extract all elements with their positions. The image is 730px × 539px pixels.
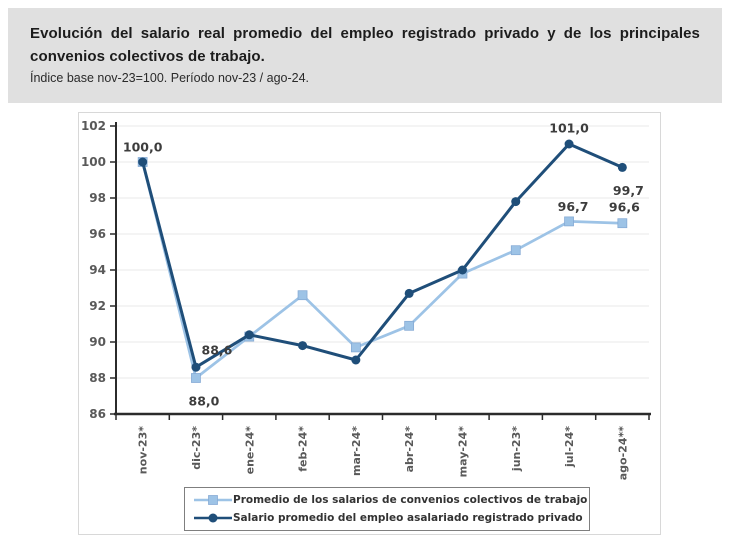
y-tick-label: 92	[89, 299, 106, 313]
legend-label: Salario promedio del empleo asalariado r…	[233, 512, 583, 524]
y-tick-label: 86	[89, 407, 106, 421]
page-title: Evolución del salario real promedio del …	[30, 25, 700, 65]
x-tick-label: nov-23*	[137, 426, 150, 474]
data-point-marker	[617, 162, 627, 172]
data-point-marker	[564, 139, 574, 149]
y-tick-label: 94	[89, 263, 106, 277]
data-label: 101,0	[549, 121, 589, 136]
line-chart: 86 88 90 92 94 96 98 100 102 nov-23* dic-23* ene-24…	[81, 119, 651, 480]
data-point-marker	[191, 362, 201, 372]
y-tick-label: 88	[89, 371, 106, 385]
data-point-marker	[350, 342, 361, 353]
y-tick-label: 102	[81, 119, 106, 133]
series-line-registrado-privado	[141, 142, 623, 369]
x-tick-label: ago-24**	[616, 426, 629, 480]
data-point-marker	[351, 355, 361, 365]
x-tick-label: jun-23*	[510, 426, 523, 472]
legend-label: Promedio de los salarios de convenios co…	[233, 494, 588, 506]
data-point-marker	[564, 216, 574, 227]
data-label: 99,7	[613, 183, 644, 198]
data-label: 88,0	[189, 394, 220, 409]
x-tick-label: may-24*	[456, 426, 469, 478]
legend-circle-marker-icon	[194, 513, 232, 523]
data-point-marker	[511, 197, 521, 207]
data-point-marker	[191, 373, 201, 383]
data-label: 100,0	[123, 140, 163, 155]
data-label: 96,7	[558, 199, 589, 214]
y-tick-label: 100	[81, 155, 106, 169]
x-tick-label: dic-23*	[190, 426, 203, 470]
page-subtitle: Índice base nov-23=100. Período nov-23 /…	[30, 71, 310, 85]
data-point-marker	[457, 265, 467, 275]
y-tick-label: 90	[89, 335, 106, 349]
x-tick-label: mar-24*	[350, 426, 363, 476]
data-label: 96,6	[609, 200, 640, 215]
legend-item: Salario promedio del empleo asalariado r…	[193, 509, 583, 527]
series-line-convenios	[141, 161, 623, 380]
y-tick-label: 98	[89, 191, 106, 205]
data-point-marker	[617, 218, 628, 229]
x-tick-label: feb-24*	[297, 426, 310, 472]
data-point-marker	[244, 330, 254, 340]
chart-container: 86 88 90 92 94 96 98 100 102 nov-23* dic-23* ene-24…	[78, 112, 661, 535]
data-point-marker	[404, 320, 415, 331]
legend-item: Promedio de los salarios de convenios co…	[193, 491, 587, 509]
data-point-marker	[404, 288, 414, 298]
x-tick-label: ene-24*	[243, 426, 256, 475]
y-tick-label: 96	[89, 227, 106, 241]
data-point-marker	[298, 341, 308, 351]
x-tick-label: abr-24*	[403, 426, 416, 473]
x-tick-label: jul-24*	[563, 426, 576, 468]
data-point-marker	[297, 290, 308, 301]
data-point-marker	[510, 245, 521, 256]
chart-legend: Promedio de los salarios de convenios co…	[184, 487, 590, 531]
chart-header: Evolución del salario real promedio del …	[8, 8, 722, 103]
data-label: 88,6	[202, 343, 233, 358]
data-point-marker	[138, 157, 148, 167]
legend-square-marker-icon	[194, 495, 232, 505]
